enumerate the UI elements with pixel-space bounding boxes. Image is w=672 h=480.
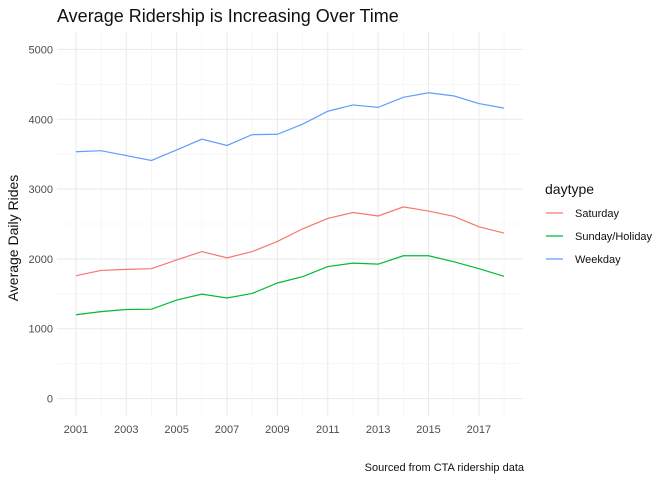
x-tick-label: 2007 xyxy=(215,424,239,436)
x-tick-label: 2017 xyxy=(467,424,491,436)
legend-label: Sunday/Holiday xyxy=(575,231,653,243)
y-tick-label: 5000 xyxy=(29,44,53,56)
legend: daytype Saturday Sunday/Holiday Weekday xyxy=(545,181,653,266)
chart-title: Average Ridership is Increasing Over Tim… xyxy=(57,6,399,26)
x-tick-label: 2015 xyxy=(416,424,440,436)
y-tick-label: 4000 xyxy=(29,114,53,126)
grid-major-lines xyxy=(57,32,523,416)
x-tick-label: 2011 xyxy=(316,424,340,436)
series-line-sunday-holiday xyxy=(75,255,505,316)
y-axis-label: Average Daily Rides xyxy=(5,175,21,302)
series-line-saturday xyxy=(75,206,505,277)
y-tick-label: 1000 xyxy=(29,324,53,336)
grid-minor-lines xyxy=(57,32,523,416)
y-tick-label: 2000 xyxy=(29,254,53,266)
x-tick-label: 2013 xyxy=(366,424,390,436)
x-tick-label: 2003 xyxy=(114,424,138,436)
legend-title: daytype xyxy=(545,181,594,197)
chart-caption: Sourced from CTA ridership data xyxy=(365,462,525,474)
series-line-weekday xyxy=(75,92,505,162)
y-axis-tick-labels: 0 1000 2000 3000 4000 5000 xyxy=(29,44,53,405)
y-tick-label: 3000 xyxy=(29,184,53,196)
legend-label: Weekday xyxy=(575,254,621,266)
x-axis-tick-labels: 2001 2003 2005 2007 2009 2011 2013 2015 2017 xyxy=(64,424,492,436)
x-tick-label: 2001 xyxy=(64,424,88,436)
x-tick-label: 2005 xyxy=(164,424,188,436)
y-tick-label: 0 xyxy=(47,394,53,406)
legend-label: Saturday xyxy=(575,208,620,220)
series-lines xyxy=(75,92,505,316)
x-tick-label: 2009 xyxy=(265,424,289,436)
